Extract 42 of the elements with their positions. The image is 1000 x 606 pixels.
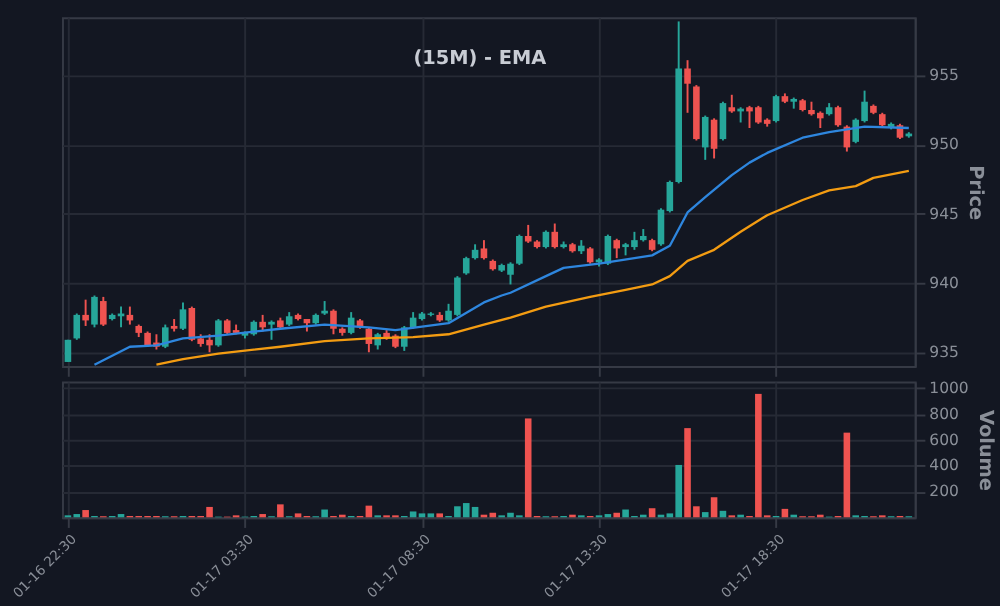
candlestick [551, 222, 559, 250]
candlestick [82, 298, 89, 327]
y-tick-label: 945 [929, 204, 959, 223]
y-tick-label: 600 [929, 430, 959, 449]
y-tick-label: 955 [929, 66, 959, 85]
candlestick [516, 233, 523, 267]
candlestick [330, 308, 337, 336]
bar [462, 503, 470, 518]
bar [613, 512, 621, 518]
bar [701, 512, 709, 518]
candlestick [701, 114, 709, 161]
bar [648, 508, 656, 518]
y-tick-label: 950 [929, 135, 959, 154]
text: (15M) - EMA [413, 47, 548, 70]
candlestick [73, 312, 81, 341]
bar [843, 432, 851, 518]
candlestick [772, 93, 780, 124]
candlestick [480, 239, 488, 261]
y-tick-label: 800 [929, 404, 959, 423]
y-tick-label: 1000 [929, 378, 969, 397]
candlestick [91, 294, 98, 329]
bar [710, 497, 718, 518]
candlestick [613, 237, 621, 260]
candlestick [710, 117, 718, 160]
y-tick-label: 200 [929, 482, 959, 501]
y-tick-label: 400 [929, 456, 959, 475]
bar [82, 510, 89, 518]
candlestick [834, 104, 842, 128]
bar [524, 418, 532, 518]
bar [409, 511, 417, 518]
candlestick [215, 318, 222, 348]
y-axis-title: Price [964, 165, 987, 221]
candlestick [684, 59, 691, 114]
bar [277, 504, 284, 518]
y-axis-title: Volume [974, 409, 997, 492]
y-tick-label: 940 [929, 273, 959, 292]
candlestick [100, 295, 107, 327]
candlestick [268, 319, 275, 341]
candlestick [179, 301, 187, 332]
bar [675, 464, 682, 518]
y-tick-label: 935 [929, 343, 959, 362]
candlestick [719, 100, 727, 142]
